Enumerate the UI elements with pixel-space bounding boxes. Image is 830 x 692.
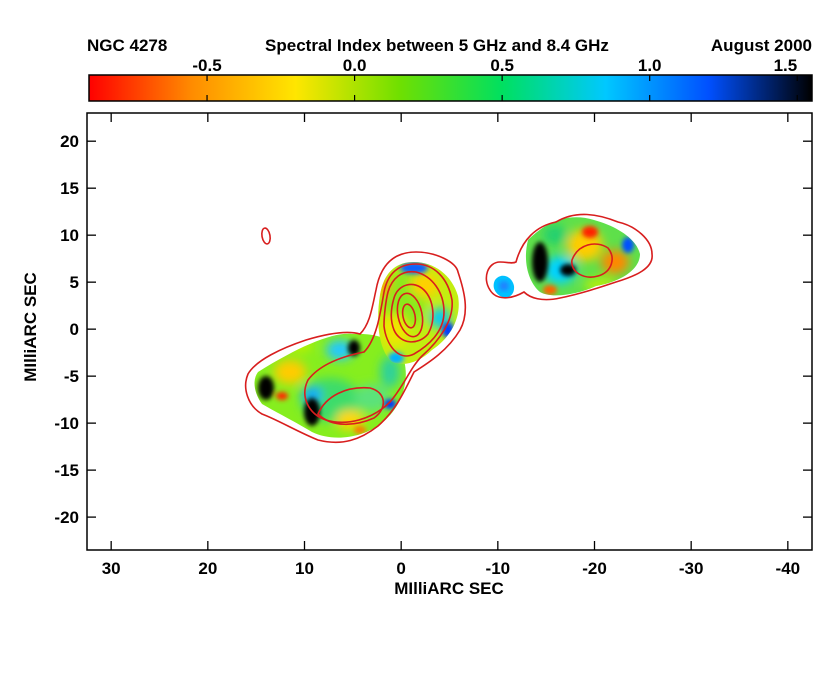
x-tick-label: -30 (679, 559, 704, 578)
contour-level-3 (383, 270, 445, 357)
chart-title: Spectral Index between 5 GHz and 8.4 GHz (265, 36, 609, 55)
colorbar-tick-label: 0.0 (343, 56, 367, 75)
y-tick-label: 15 (60, 179, 79, 198)
contour-level-6 (401, 303, 417, 329)
object-name: NGC 4278 (87, 36, 167, 55)
x-tick-label: 10 (295, 559, 314, 578)
x-axis-label: MIlliARC SEC (394, 579, 504, 598)
y-tick-label: 5 (70, 273, 79, 292)
small-blob-map (493, 275, 515, 298)
y-axis-label: MIlliARC SEC (21, 272, 40, 382)
y-tick-label: 0 (70, 320, 79, 339)
x-tick-label: 30 (102, 559, 121, 578)
y-tick-label: -10 (54, 414, 79, 433)
y-axis: 20 15 10 5 0 -5 -10 -15 -20 (54, 132, 812, 527)
x-tick-label: -40 (776, 559, 801, 578)
contour-lines (244, 213, 653, 444)
contour-level-5 (396, 292, 424, 338)
y-tick-label: -5 (64, 367, 79, 386)
x-tick-label: 20 (198, 559, 217, 578)
y-tick-label: 20 (60, 132, 79, 151)
colorbar-ticks: -0.5 0.0 0.5 1.0 1.5 (192, 56, 798, 101)
y-tick-label: -20 (54, 508, 79, 527)
colorbar-tick-label: 1.5 (774, 56, 798, 75)
southeast-inner-contour (317, 386, 385, 426)
colorbar-tick-label: 0.5 (490, 56, 514, 75)
colorbar: -0.5 0.0 0.5 1.0 1.5 (88, 56, 813, 102)
observation-date: August 2000 (711, 36, 812, 55)
x-tick-label: -20 (582, 559, 607, 578)
x-axis: 30 20 10 0 -10 -20 -30 -40 (102, 113, 800, 578)
contour-level-4 (390, 283, 434, 343)
colorbar-strip (88, 74, 813, 102)
x-tick-label: -10 (486, 559, 511, 578)
outer-contour (244, 251, 467, 444)
x-tick-label: 0 (396, 559, 405, 578)
colorbar-tick-label: -0.5 (192, 56, 221, 75)
isolated-contour (261, 227, 271, 245)
y-tick-label: 10 (60, 226, 79, 245)
northwest-lobe-contour (485, 213, 653, 301)
y-tick-label: -15 (54, 461, 79, 480)
colorbar-tick-label: 1.0 (638, 56, 662, 75)
northwest-inner-contour (571, 243, 613, 278)
contour-level-2 (304, 263, 453, 424)
